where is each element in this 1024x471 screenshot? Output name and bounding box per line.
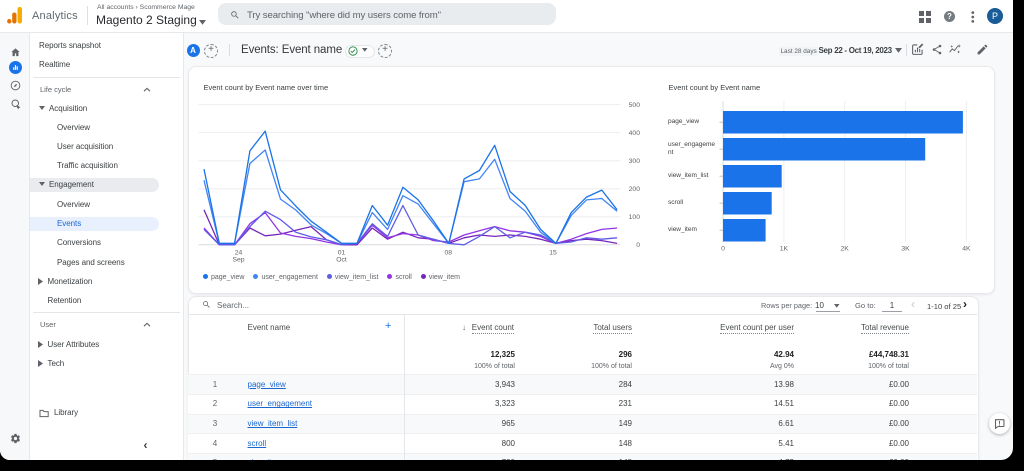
svg-text:300: 300: [629, 158, 641, 165]
svg-text:0: 0: [636, 242, 640, 249]
svg-text:15: 15: [549, 250, 557, 257]
svg-text:0: 0: [721, 246, 725, 253]
svg-text:2K: 2K: [841, 246, 850, 253]
svg-text:3K: 3K: [901, 246, 910, 253]
svg-text:4K: 4K: [962, 246, 971, 253]
svg-text:200: 200: [629, 186, 641, 193]
svg-text:100: 100: [629, 214, 641, 221]
svg-text:Oct: Oct: [336, 257, 347, 264]
svg-text:500: 500: [629, 102, 641, 109]
svg-text:24: 24: [235, 250, 243, 257]
svg-text:01: 01: [338, 250, 346, 257]
svg-text:1K: 1K: [780, 246, 789, 253]
svg-text:08: 08: [445, 250, 453, 257]
svg-text:400: 400: [629, 130, 641, 137]
svg-text:Sep: Sep: [232, 257, 244, 264]
